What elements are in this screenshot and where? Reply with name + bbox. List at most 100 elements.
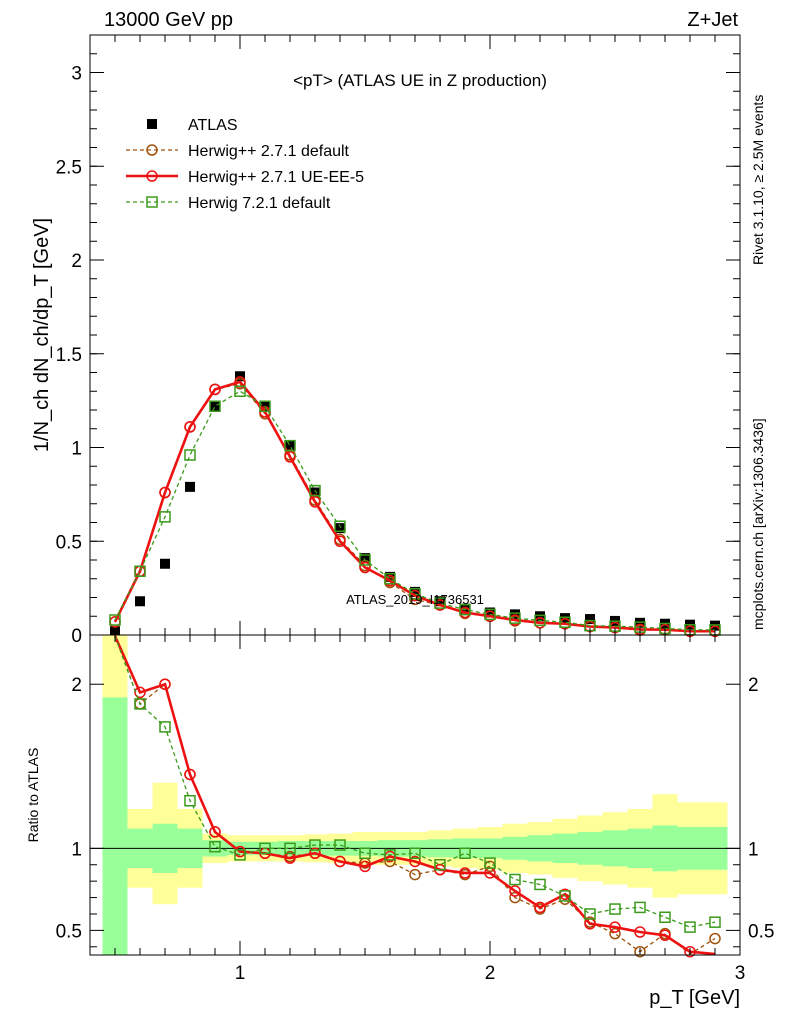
ratio-series-2-point xyxy=(609,903,621,915)
ratio-series-2-point xyxy=(684,921,696,933)
ratio-y-tick-label: 0.5 xyxy=(56,921,82,942)
ratio-series-1-point xyxy=(359,860,371,873)
ratio-series-0-point xyxy=(409,868,421,881)
legend-marker xyxy=(146,170,158,182)
ratio-series-2-point xyxy=(284,842,296,855)
ratio-series-0-line xyxy=(114,635,716,955)
ratio-series-1-point xyxy=(334,855,346,868)
ratio-series-2-point xyxy=(334,839,346,851)
ratio-series-1-point xyxy=(609,921,621,933)
main-series-3-point xyxy=(434,597,446,609)
main-series-0-point xyxy=(210,401,220,412)
ratio-series-1-point xyxy=(134,686,146,699)
main-series-0-point xyxy=(185,481,195,492)
main-series-3-point xyxy=(159,511,171,523)
ratio-series-1-point xyxy=(184,768,196,781)
main-series-0-point xyxy=(285,440,295,451)
main-plot-area xyxy=(109,371,721,637)
main-series-3-point xyxy=(334,520,346,532)
main-series-0-point xyxy=(485,607,495,618)
ratio-y-tick-label: 1 xyxy=(748,839,759,860)
main-series-3-point xyxy=(309,484,321,497)
main-series-3-point xyxy=(484,608,496,621)
x-tick-label: 1 xyxy=(235,963,246,984)
mcplots-label: mcplots.cern.ch [arXiv:1306.3436] xyxy=(750,418,766,630)
main-series-3-point xyxy=(559,616,571,628)
main-series-2-line xyxy=(113,380,715,633)
main-series-2-point xyxy=(309,496,321,508)
main-series-0-point xyxy=(435,596,445,607)
main-series-3-point xyxy=(509,612,521,624)
ratio-series-1-point xyxy=(409,855,421,868)
main-series-3-line xyxy=(114,390,716,631)
ratio-series-2-point xyxy=(259,842,271,855)
ratio-series-2-point xyxy=(559,890,571,902)
ratio-series-2-point xyxy=(134,698,146,710)
legend-marker xyxy=(146,144,158,156)
main-series-3-point xyxy=(534,614,546,627)
ratio-series-1-point xyxy=(534,901,546,914)
ratio-series-0-point xyxy=(709,932,721,945)
main-panel: <pT> (ATLAS UE in Z production) xyxy=(89,34,741,637)
ratio-series-1-point xyxy=(684,945,696,958)
ratio-series-2-point xyxy=(484,857,496,869)
legend-label: ATLAS xyxy=(188,117,238,134)
main-y-tick-label: 0.5 xyxy=(56,532,82,553)
main-series-0-point xyxy=(135,596,145,607)
ratio-series-2-point xyxy=(659,911,671,924)
main-y-tick-label: 2 xyxy=(71,251,82,272)
main-series-0-point xyxy=(585,614,595,625)
main-series-0-point xyxy=(335,523,345,534)
main-series-2-point xyxy=(184,421,196,433)
main-series-2-point xyxy=(359,561,371,574)
main-series-0-point xyxy=(310,487,320,498)
ratio-series-2-point xyxy=(209,840,221,853)
main-series-0-point xyxy=(160,558,170,569)
main-series-2-point xyxy=(159,486,171,499)
ratio-series-2-point xyxy=(384,849,396,861)
ratio-series-2-point xyxy=(234,849,246,861)
ratio-series-2-point xyxy=(409,847,421,860)
main-series-3-point xyxy=(284,439,296,452)
main-series-3-point xyxy=(409,588,421,600)
ratio-series-2-point xyxy=(534,878,546,891)
ratio-series-2-point xyxy=(359,847,371,860)
ratio-series-2-point xyxy=(184,794,196,807)
main-series-3-point xyxy=(209,400,221,412)
main-y-tick-label: 2.5 xyxy=(56,157,82,178)
main-y-tick-label: 3 xyxy=(71,64,82,85)
main-y-tick-label: 0 xyxy=(71,626,82,647)
ratio-series-2-point xyxy=(584,908,596,920)
legend-marker xyxy=(147,119,157,129)
ratio-series-1-point xyxy=(159,678,171,690)
main-series-0-point xyxy=(410,586,420,597)
ratio-panel xyxy=(89,634,741,958)
main-series-3-point xyxy=(234,385,246,397)
ratio-y-tick-label: 2 xyxy=(748,675,759,696)
legend-label: Herwig++ 2.7.1 UE-EE-5 xyxy=(188,169,364,186)
watermark: ATLAS_2019_I1736531 xyxy=(346,592,484,607)
ratio-plot-area xyxy=(90,635,740,958)
main-series-0-point xyxy=(535,611,545,622)
legend-label: Herwig 7.2.1 default xyxy=(188,195,331,212)
main-series-3-point xyxy=(359,554,371,566)
rivet-label: Rivet 3.1.10, ≥ 2.5M events xyxy=(750,95,766,265)
main-series-2-point xyxy=(284,451,296,463)
ratio-series-2-point xyxy=(309,839,321,851)
ratio-y-tick-label: 1 xyxy=(71,839,82,860)
legend-label: Herwig++ 2.7.1 default xyxy=(188,143,350,160)
axes: 00.511.522.531 2 30.5 0.51 12 2 xyxy=(56,35,774,984)
ratio-y-tick-label: 0.5 xyxy=(748,921,774,942)
main-series-0-point xyxy=(360,553,370,564)
legend: ATLAS Herwig++ 2.7.1 default Herwig++ 2.7.… xyxy=(126,117,364,212)
header-right: Z+Jet xyxy=(687,9,738,31)
ratio-series-0-point xyxy=(609,927,621,940)
main-series-3-point xyxy=(459,603,471,616)
main-series-3-point xyxy=(184,449,196,461)
ratio-series-0-point xyxy=(634,945,646,958)
ratio-series-2-point xyxy=(509,873,521,886)
main-series-3-point xyxy=(134,565,146,577)
ratio-series-1-line xyxy=(113,635,716,956)
ratio-series-1-point xyxy=(309,847,321,860)
